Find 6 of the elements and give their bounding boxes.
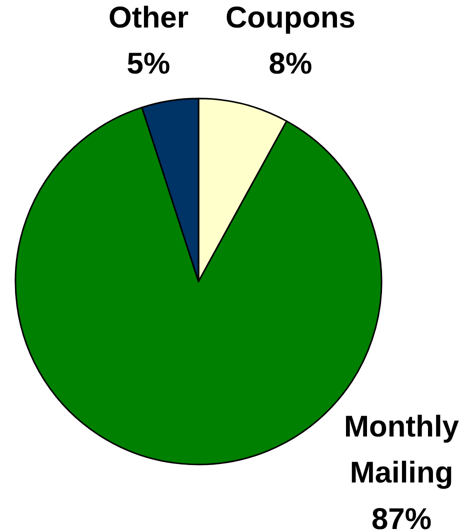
- slice-label: Monthly Mailing: [344, 410, 460, 490]
- data-label: 8%: [268, 48, 312, 81]
- data-label: 87%: [371, 502, 432, 532]
- data-label: 5%: [126, 48, 170, 81]
- slice-label: Other: [108, 2, 189, 34]
- slice-label: Coupons: [226, 2, 356, 34]
